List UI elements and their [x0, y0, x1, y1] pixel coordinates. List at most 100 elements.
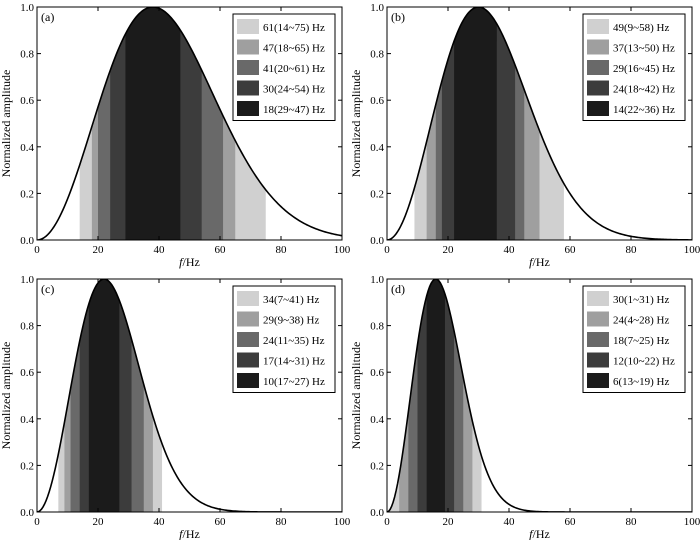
legend-entry: 10(17~27) Hz [263, 376, 325, 388]
legend-swatch [237, 60, 259, 75]
legend-swatch [237, 39, 259, 55]
x-axis-label-unit: /Hz [533, 255, 550, 269]
legend-entry: 30(1~31) Hz [613, 294, 669, 306]
x-tick-label: 20 [93, 244, 105, 256]
legend-swatch [237, 311, 259, 327]
y-tick-label: 0.2 [20, 188, 34, 200]
band-5 [125, 7, 181, 240]
legend: 34(7~41) Hz 29(9~38) Hz 24(11~35) Hz 17(14~… [232, 285, 336, 393]
legend-entry: 17(14~31) Hz [263, 356, 325, 368]
y-tick-label: 0.0 [370, 235, 384, 247]
axes-frame [386, 278, 693, 513]
legend-entry: 47(18~65) Hz [263, 43, 325, 55]
legend: 61(14~75) Hz 47(18~65) Hz 41(20~61) Hz 30(2… [232, 13, 336, 121]
x-tick-label: 100 [684, 244, 700, 256]
legend-entry: 14(22~36) Hz [613, 104, 675, 116]
x-tick-label: 20 [93, 516, 105, 528]
x-axis-label-symbol: f [179, 255, 184, 269]
y-tick-label: 0.0 [20, 507, 34, 519]
legend: 49(9~58) Hz 37(13~50) Hz 29(16~45) Hz 24(18… [582, 13, 686, 121]
legend-entry: 49(9~58) Hz [613, 22, 669, 34]
legend-entry: 24(18~42) Hz [613, 84, 675, 96]
panel-label: (a) [41, 10, 54, 24]
y-tick-label: 0.8 [20, 49, 34, 61]
legend-entry: 6(13~19) Hz [613, 376, 669, 388]
x-axis-label-unit: /Hz [183, 527, 200, 540]
x-axis-label-unit: /Hz [533, 527, 550, 540]
y-tick-label: 0.4 [20, 142, 34, 154]
x-tick-label: 40 [504, 244, 516, 256]
legend-swatch [237, 80, 259, 96]
x-axis-label: f/Hz [529, 255, 550, 269]
y-tick-label: 0.4 [370, 414, 384, 426]
y-tick-label: 0.8 [20, 321, 34, 333]
panel-label: (c) [41, 282, 54, 296]
y-axis-label: Normalized amplitude [0, 342, 13, 450]
axes-frame [36, 6, 343, 241]
x-axis-label-symbol: f [529, 255, 534, 269]
legend-swatch [587, 19, 609, 34]
legend-swatch [237, 352, 259, 368]
x-axis-label: f/Hz [529, 527, 550, 540]
legend-entry: 29(9~38) Hz [263, 315, 319, 327]
y-tick-label: 0.2 [370, 188, 384, 200]
spectrum-curve [37, 7, 342, 240]
panel-a: 0 20 40 60 80 100 0.0 0.2 0.4 0.6 0.8 1.0 f/Hz Normal… [0, 2, 351, 269]
legend-swatch [587, 311, 609, 327]
x-axis-label-unit: /Hz [183, 255, 200, 269]
panel-c: 0 20 40 60 80 100 0.0 0.2 0.4 0.6 0.8 1.0 f/Hz Normal… [0, 274, 351, 541]
legend-swatch [587, 60, 609, 75]
spectrum-curve [387, 7, 692, 240]
legend: 30(1~31) Hz 24(4~28) Hz 18(7~25) Hz 12(10~2… [582, 285, 686, 393]
x-tick-label: 20 [443, 244, 455, 256]
band-5 [88, 279, 120, 512]
panel-b: 0 20 40 60 80 100 0.0 0.2 0.4 0.6 0.8 1.0 f/Hz Normal… [349, 2, 700, 269]
y-axis-label: Normalized amplitude [349, 70, 363, 178]
y-tick-label: 0.4 [370, 142, 384, 154]
y-tick-label: 0.0 [20, 235, 34, 247]
x-axis-label: f/Hz [179, 255, 200, 269]
x-tick-label: 40 [154, 516, 166, 528]
legend-swatch [237, 101, 259, 116]
legend-entry: 12(10~22) Hz [613, 356, 675, 368]
legend-swatch [587, 373, 609, 388]
legend-swatch [237, 332, 259, 347]
x-tick-label: 60 [215, 244, 227, 256]
x-tick-label: 60 [565, 516, 577, 528]
legend-swatch [237, 373, 259, 388]
x-tick-label: 100 [684, 516, 700, 528]
y-tick-label: 1.0 [20, 2, 34, 14]
legend-entry: 29(16~45) Hz [613, 63, 675, 75]
panel-d: 0 20 40 60 80 100 0.0 0.2 0.4 0.6 0.8 1.0 f/Hz Normal… [349, 274, 700, 541]
x-tick-label: 60 [215, 516, 227, 528]
y-tick-label: 0.6 [20, 367, 34, 379]
legend-entry: 34(7~41) Hz [263, 294, 319, 306]
x-tick-label: 40 [154, 244, 166, 256]
y-tick-label: 1.0 [370, 274, 384, 286]
y-axis-label: Normalized amplitude [349, 342, 363, 450]
y-tick-label: 1.0 [370, 2, 384, 14]
y-tick-label: 0.6 [20, 95, 34, 107]
y-tick-label: 0.6 [370, 367, 384, 379]
legend-entry: 37(13~50) Hz [613, 43, 675, 55]
x-tick-label: 0 [384, 244, 390, 256]
legend-swatch [587, 39, 609, 55]
legend-swatch [587, 332, 609, 347]
legend-entry: 24(4~28) Hz [613, 315, 669, 327]
axes-frame [36, 278, 343, 513]
legend-swatch [587, 352, 609, 368]
y-tick-label: 0.8 [370, 321, 384, 333]
band-5 [426, 279, 445, 512]
x-tick-label: 80 [626, 244, 638, 256]
legend-entry: 18(29~47) Hz [263, 104, 325, 116]
legend-entry: 30(24~54) Hz [263, 84, 325, 96]
y-tick-label: 0.2 [20, 460, 34, 472]
x-axis-label: f/Hz [179, 527, 200, 540]
legend-entry: 61(14~75) Hz [263, 22, 325, 34]
y-tick-label: 0.2 [370, 460, 384, 472]
legend-swatch [237, 19, 259, 34]
x-tick-label: 80 [276, 244, 288, 256]
x-tick-label: 80 [276, 516, 288, 528]
